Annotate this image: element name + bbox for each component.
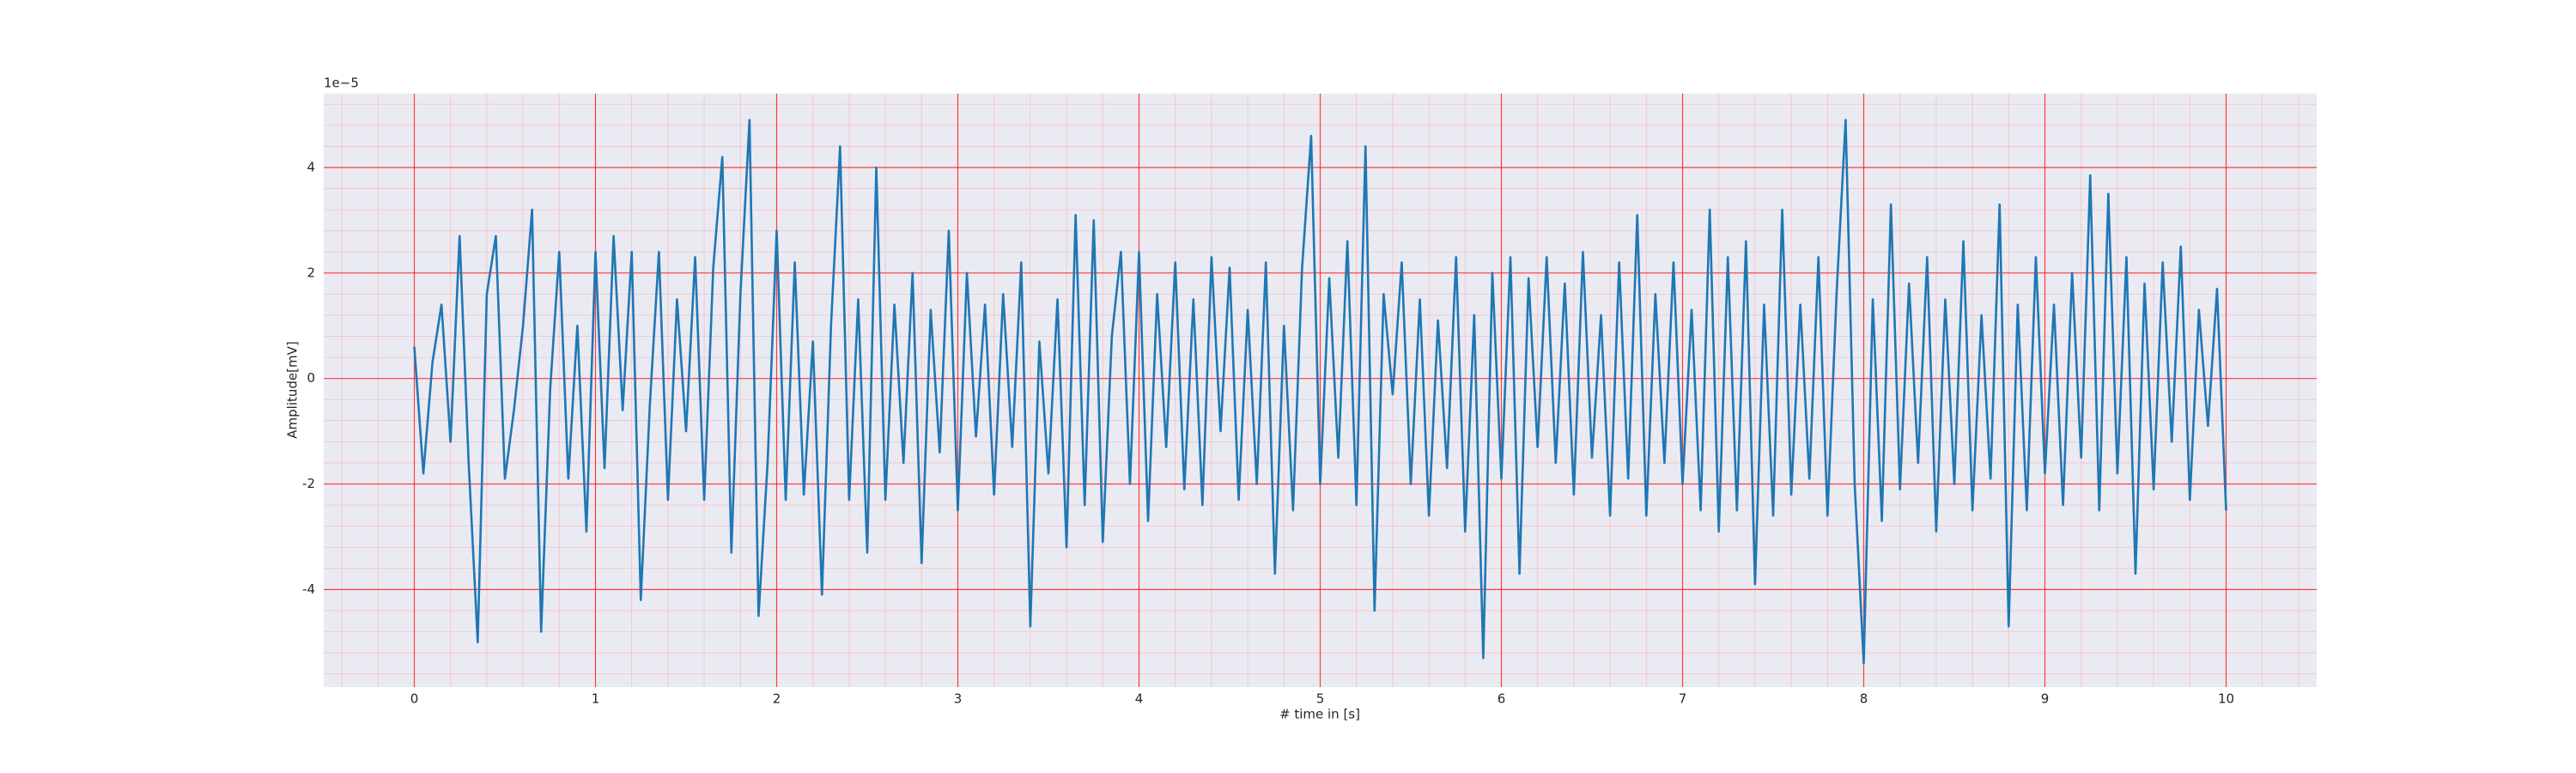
x-tick-label: 9 (2041, 691, 2050, 707)
x-tick-label: 3 (954, 691, 963, 707)
x-tick-label: 5 (1316, 691, 1325, 707)
x-tick-label: 1 (592, 691, 600, 707)
x-tick-label: 2 (773, 691, 781, 707)
x-tick-label: 8 (1860, 691, 1868, 707)
x-tick-label: 4 (1135, 691, 1144, 707)
x-tick-label: 0 (410, 691, 419, 707)
x-tick-label: 7 (1679, 691, 1687, 707)
y-tick-label: 2 (307, 265, 315, 280)
y-tick-label: -4 (302, 581, 315, 597)
y-tick-label: 0 (307, 370, 315, 386)
x-axis-label: # time in [s] (1279, 707, 1360, 722)
x-tick-label: 6 (1498, 691, 1506, 707)
offset-text: 1e−5 (324, 76, 359, 91)
signal-line (413, 119, 2227, 665)
y-tick-label: 4 (307, 159, 315, 174)
y-tick-label: -2 (302, 476, 315, 491)
plot (413, 119, 2227, 665)
x-tick-label: 10 (2218, 691, 2234, 707)
y-axis-label: Amplitude[mV] (285, 341, 301, 438)
